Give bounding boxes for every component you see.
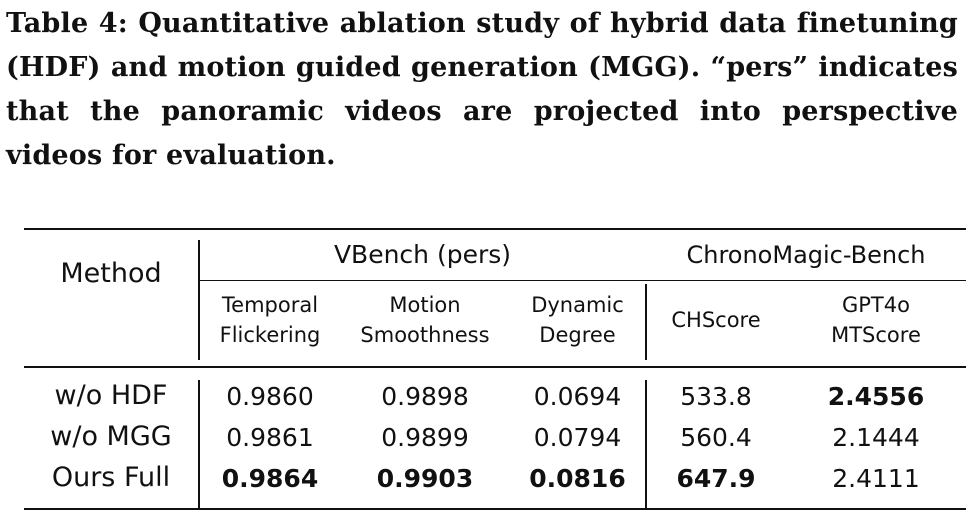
group-divider-header <box>645 284 647 360</box>
value-cell-best: 2.4556 <box>827 382 925 411</box>
vbench-group-header: VBench (pers) <box>333 240 512 269</box>
value-cell-best: 647.9 <box>676 464 756 493</box>
value-cell-best: 0.0816 <box>529 464 626 493</box>
col-header-gpt4o-mtscore: GPT4o MTScore <box>831 293 921 347</box>
group-header-rule <box>200 280 966 281</box>
value-cell: 0.0794 <box>533 423 622 452</box>
method-header: Method <box>60 258 162 289</box>
value-cell: 0.9899 <box>381 423 469 452</box>
col-header-chscore: CHScore <box>671 308 761 332</box>
row-method-label: Ours Full <box>51 462 171 493</box>
value-cell: 0.9861 <box>226 423 314 452</box>
table-caption: Table 4: Quantitative ablation study of … <box>6 8 958 171</box>
header-bottom-rule <box>24 366 966 368</box>
table-top-rule <box>24 228 966 230</box>
col-header-motion-smoothness: Motion Smoothness <box>360 293 490 347</box>
value-cell: 0.9898 <box>381 382 469 411</box>
col-header-dynamic-degree: Dynamic Degree <box>531 293 624 347</box>
group-divider-body <box>645 380 647 508</box>
value-cell-best: 0.9864 <box>221 464 319 493</box>
value-cell: 533.8 <box>680 382 752 411</box>
row-method-label: w/o HDF <box>54 380 168 411</box>
table-bottom-rule <box>24 508 966 510</box>
method-divider-body <box>198 380 200 508</box>
col-header-temporal-flickering: Temporal Flickering <box>219 293 321 347</box>
method-divider-header <box>198 240 200 360</box>
value-cell: 560.4 <box>680 423 752 452</box>
value-cell: 0.9860 <box>226 382 314 411</box>
value-cell: 2.1444 <box>832 423 920 452</box>
row-method-label: w/o MGG <box>50 421 172 452</box>
chronomagic-group-header: ChronoMagic-Bench <box>686 241 926 269</box>
value-cell: 0.0694 <box>533 382 622 411</box>
value-cell: 2.4111 <box>832 464 920 493</box>
value-cell-best: 0.9903 <box>376 464 474 493</box>
